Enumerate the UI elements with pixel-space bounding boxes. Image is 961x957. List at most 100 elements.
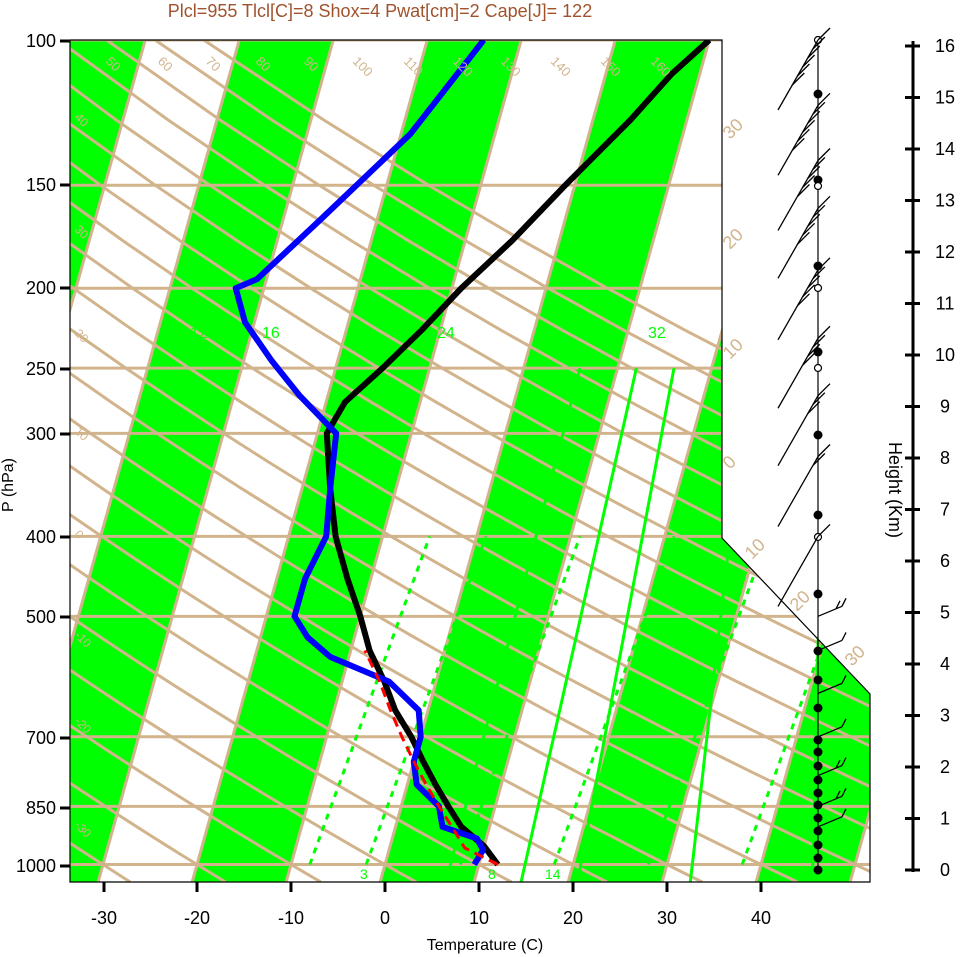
plot-boundary [69,39,871,883]
wind-barb-flag [841,675,847,684]
wind-barb-flag [796,231,810,245]
height-marker-open [813,283,823,293]
isotherm-label: 30 [719,115,747,143]
dry-adiabat [70,40,870,882]
x-tick-label: -20 [184,908,210,928]
height-marker [813,89,823,99]
height-tick-label: 14 [935,139,955,159]
height-marker [813,761,823,771]
isotherm-line [96,40,335,882]
wind-barb-flag [812,392,826,406]
wind-barb-flag [802,175,816,188]
dry-adiabat [70,40,799,882]
wind-barb-flag [841,718,847,728]
height-tick-label: 10 [935,345,955,365]
wind-barb [817,764,843,777]
dry-adiabat [70,40,870,882]
isotherm-line [754,40,870,882]
wind-barb-flag [791,137,805,151]
mixing-ratio-label: 14 [545,866,561,882]
y-tick-label: 400 [26,527,56,547]
wind-barb-flag [802,352,816,366]
x-tick-label: 30 [657,908,677,928]
y-tick-label: 500 [26,607,56,627]
height-tick-label: 9 [940,397,950,417]
wind-barb-flag [817,92,831,106]
wind-barb-flag [841,632,847,641]
wind-barb [777,337,819,409]
wind-barb-flag [841,598,847,607]
height-marker [813,703,823,713]
mixing-ratio-dashed [552,535,676,866]
mixing-ratio-dashed [646,535,770,866]
wind-barb-flag [817,444,831,457]
wind-barb [777,395,819,466]
height-marker [813,813,823,823]
height-marker [813,788,823,798]
y-tick-label: 150 [26,175,56,195]
dry-adiabat [70,40,513,882]
dry-adiabat [154,40,870,882]
wind-barb [777,456,819,527]
dry-adiabat [70,40,870,882]
y-tick-label: 300 [26,424,56,444]
mixing-ratio-line [519,367,638,882]
parcel-line [363,649,499,866]
height-marker [813,510,823,520]
y-axis-label: P (hPa) [0,458,17,512]
mixing-ratio-dashed [308,535,432,866]
mixing-ratio-dashed [364,535,488,866]
y-tick-label: 100 [26,31,56,51]
adiabat-layer [70,40,870,882]
isotherm-label: 10 [719,335,747,363]
isotherm-label: 0 [72,527,87,542]
isotherm-band [192,40,522,882]
wind-barb-flag [812,157,826,170]
dry-adiabat [70,40,870,882]
height-marker [813,430,823,440]
isotherm-label: 10 [741,535,769,563]
height-marker [813,747,823,757]
height-marker [813,853,823,863]
isotherm-label: 70 [203,54,224,75]
wind-barb-flag [817,195,831,209]
wind-barb-flag [817,523,831,537]
wind-barb-flag [802,54,816,68]
profile-layer [232,40,712,867]
x-tick-label: -10 [278,908,304,928]
height-tick-label: 5 [940,603,950,623]
height-tick-label: 8 [940,448,950,468]
y-tick-label: 200 [26,278,56,298]
height-tick-label: 7 [940,500,950,520]
wind-barb-flag [796,293,810,307]
mixing-ratio-dashed [458,535,582,866]
mixing-ratio-label: 12 [190,325,208,342]
x-tick-label: 10 [469,908,489,928]
x-tick-label: 20 [563,908,583,928]
mixing-ratio-label: 24 [437,325,455,342]
wind-barb-flag [841,808,847,818]
wind-barb [817,682,843,694]
isotherm-label: 140 [548,54,574,80]
height-marker [813,175,823,185]
height-tick-label: 4 [940,654,950,674]
y-tick-label: 700 [26,728,56,748]
wind-barb-flag [835,790,841,800]
height-marker [813,865,823,875]
isotherm-label: 30 [841,642,869,670]
wind-barb-flag [802,284,816,298]
wind-barb-flag [817,148,831,161]
height-tick-label: 1 [940,809,950,829]
height-marker [813,675,823,685]
dry-adiabat [70,40,322,882]
x-tick-label: 40 [751,908,771,928]
wind-barb-flag [807,110,821,124]
dry-adiabat [105,40,870,882]
isotherm-line [70,40,147,882]
isotherm-band [380,40,710,882]
height-tick-label: 13 [935,191,955,211]
isotherm-band [756,40,870,882]
isotherm-label: 60 [155,54,176,75]
dry-adiabat [70,40,703,882]
height-marker [813,735,823,745]
